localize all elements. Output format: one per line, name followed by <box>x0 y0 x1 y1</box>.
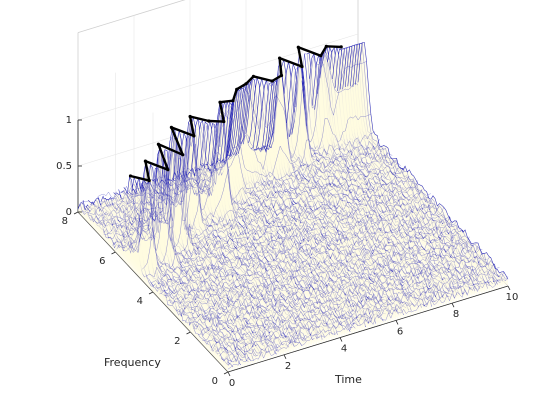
mesh-line-frequency <box>184 232 466 323</box>
mesh-line-frequency <box>172 218 453 306</box>
ridge-point <box>166 168 170 172</box>
mesh-line-frequency <box>227 276 509 370</box>
mesh-line-frequency <box>137 180 419 264</box>
ridge-point <box>188 114 192 119</box>
mesh-line-frequency <box>90 75 371 223</box>
ridge-point <box>235 87 239 91</box>
mesh-line-frequency <box>77 52 359 209</box>
mesh-line-frequency <box>82 42 363 213</box>
ridge-polyline <box>130 45 342 182</box>
mesh-face <box>113 166 264 362</box>
y-tick-labels: 0 2 4 6 8 <box>62 211 229 387</box>
mesh-line-frequency <box>210 257 491 351</box>
y-tick-mark <box>223 371 229 375</box>
ridge-point <box>296 45 300 49</box>
mesh-line-frequency <box>167 214 449 304</box>
ridge-point <box>169 125 173 129</box>
mesh-line-frequency <box>155 199 436 289</box>
y-tick-label: 0 <box>212 376 218 387</box>
mesh-line-frequency <box>202 248 483 341</box>
mesh-line-frequency <box>116 142 397 250</box>
y-tick-label: 6 <box>99 256 105 267</box>
mesh-line-frequency <box>223 272 504 362</box>
mesh-line-frequency <box>176 221 457 313</box>
z-tick-label: 0 <box>66 207 72 218</box>
mesh-line-frequency <box>129 166 410 248</box>
ridge-point <box>207 119 211 123</box>
mesh-line-frequency <box>193 240 474 330</box>
ridge-point <box>244 82 248 86</box>
x-tick-mark <box>283 354 287 359</box>
ridge-point <box>279 73 284 78</box>
ridge-point <box>339 45 343 49</box>
y-tick-mark <box>73 211 79 215</box>
mesh-line-frequency <box>189 236 470 324</box>
ridge-point <box>278 56 282 60</box>
x-axis-label: Time <box>334 373 362 386</box>
x-tick-mark <box>227 371 231 377</box>
ridge-point <box>128 174 133 178</box>
mesh-line-frequency <box>133 169 414 255</box>
ridge-point <box>218 100 222 104</box>
mesh-line-frequency <box>163 207 444 298</box>
x-tick-label: 2 <box>285 361 291 372</box>
ridge-point <box>270 79 274 83</box>
mesh-line-frequency <box>219 267 500 357</box>
x-tick-labels: 0 2 4 6 8 10 <box>227 285 519 389</box>
grid-line-z <box>77 33 359 121</box>
ridge-point <box>300 65 304 69</box>
y-axis-label: Frequency <box>104 356 161 369</box>
ridge-point <box>143 159 147 163</box>
x-tick-mark <box>395 320 399 325</box>
x-tick-label: 10 <box>506 292 519 303</box>
mesh-line-time <box>357 42 509 280</box>
y-tick-mark <box>148 291 154 295</box>
ridge-point <box>324 44 328 48</box>
z-tick-label: 1 <box>66 115 72 126</box>
x-tick-label: 4 <box>341 344 347 355</box>
x-tick-mark <box>451 303 455 308</box>
ridge-point <box>147 179 151 183</box>
mesh-line-frequency <box>146 191 427 278</box>
ridge-point <box>231 99 235 103</box>
mesh-line-frequency <box>124 158 406 252</box>
surface-mesh <box>77 42 509 372</box>
ridge-point <box>222 120 226 124</box>
mesh-face <box>85 179 236 370</box>
y-tick-label: 2 <box>174 336 180 347</box>
mesh-line-frequency <box>180 225 462 316</box>
mesh-line-frequency <box>107 117 389 239</box>
mesh-line-frequency <box>112 122 393 246</box>
mesh-line-frequency <box>206 253 487 345</box>
x-tick-label: 0 <box>229 378 235 389</box>
mesh-line-frequency <box>103 115 384 235</box>
mesh-line-frequency <box>142 186 423 270</box>
mesh-line-frequency <box>159 203 440 295</box>
mesh-line-frequency <box>197 244 479 335</box>
ridge-point <box>251 74 256 78</box>
ridge-point <box>181 153 185 157</box>
ridge-point <box>319 54 323 58</box>
y-tick-mark <box>111 251 116 255</box>
ridge-line <box>128 44 343 183</box>
x-tick-label: 8 <box>453 309 459 320</box>
z-tick-label: 0.5 <box>56 161 72 172</box>
ridge-point <box>192 134 196 138</box>
y-tick-label: 8 <box>62 216 68 227</box>
x-tick-label: 6 <box>397 326 403 337</box>
x-tick-mark <box>507 285 511 291</box>
back-top-edge <box>77 0 186 33</box>
mesh-line-frequency <box>214 263 496 353</box>
z-tick-labels: 00.51 <box>56 115 82 218</box>
y-tick-label: 4 <box>137 296 143 307</box>
y-tick-mark <box>186 331 191 335</box>
x-tick-mark <box>339 337 343 342</box>
ridge-point <box>156 142 160 146</box>
